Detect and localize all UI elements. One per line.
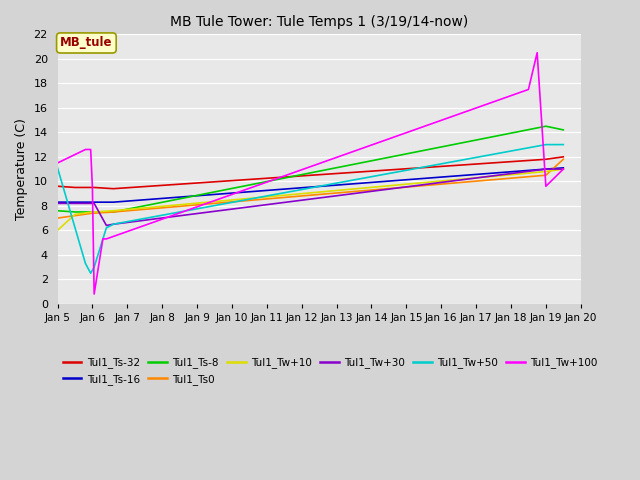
- Y-axis label: Temperature (C): Temperature (C): [15, 118, 28, 220]
- Title: MB Tule Tower: Tule Temps 1 (3/19/14-now): MB Tule Tower: Tule Temps 1 (3/19/14-now…: [170, 15, 468, 29]
- Text: MB_tule: MB_tule: [60, 36, 113, 49]
- Legend: Tul1_Ts-32, Tul1_Ts-16, Tul1_Ts-8, Tul1_Ts0, Tul1_Tw+10, Tul1_Tw+30, Tul1_Tw+50,: Tul1_Ts-32, Tul1_Ts-16, Tul1_Ts-8, Tul1_…: [63, 358, 598, 384]
